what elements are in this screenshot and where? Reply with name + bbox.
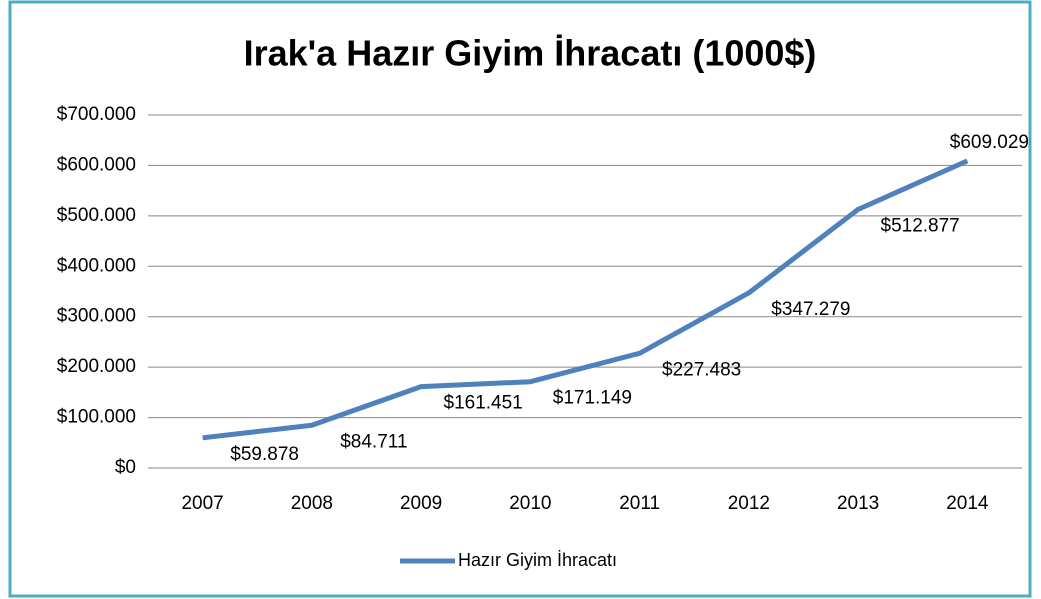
data-label: $609.029 <box>950 132 1029 153</box>
data-label: $512.877 <box>881 215 960 236</box>
x-tick-label: 2007 <box>181 493 223 514</box>
x-tick-label: 2013 <box>837 493 879 514</box>
x-tick-label: 2010 <box>509 493 551 514</box>
y-tick-label: $200.000 <box>57 356 136 377</box>
y-tick-label: $100.000 <box>57 407 136 428</box>
line-series <box>202 158 969 441</box>
x-tick-label: 2011 <box>619 493 660 514</box>
y-tick-label: $700.000 <box>57 104 136 125</box>
y-tick-label: $300.000 <box>57 306 136 327</box>
data-label: $84.711 <box>340 431 407 452</box>
y-tick-label: $600.000 <box>57 154 136 175</box>
x-tick-label: 2009 <box>400 493 442 514</box>
x-tick-label: 2014 <box>946 493 989 514</box>
chart-title: Irak'a Hazır Giyim İhracatı (1000$) <box>244 33 817 74</box>
data-label: $161.451 <box>444 393 523 414</box>
y-tick-label: $0 <box>115 457 136 478</box>
data-label: $59.878 <box>230 444 299 465</box>
y-tick-label: $400.000 <box>57 255 136 276</box>
data-label: $227.483 <box>662 359 741 380</box>
legend-label: Hazır Giyim İhracatı <box>458 550 617 570</box>
x-tick-label: 2008 <box>291 493 333 514</box>
data-label: $171.149 <box>553 388 632 409</box>
chart-border <box>8 0 1032 598</box>
y-tick-label: $500.000 <box>57 205 136 226</box>
x-tick-label: 2012 <box>728 493 770 514</box>
data-label: $347.279 <box>771 299 850 320</box>
